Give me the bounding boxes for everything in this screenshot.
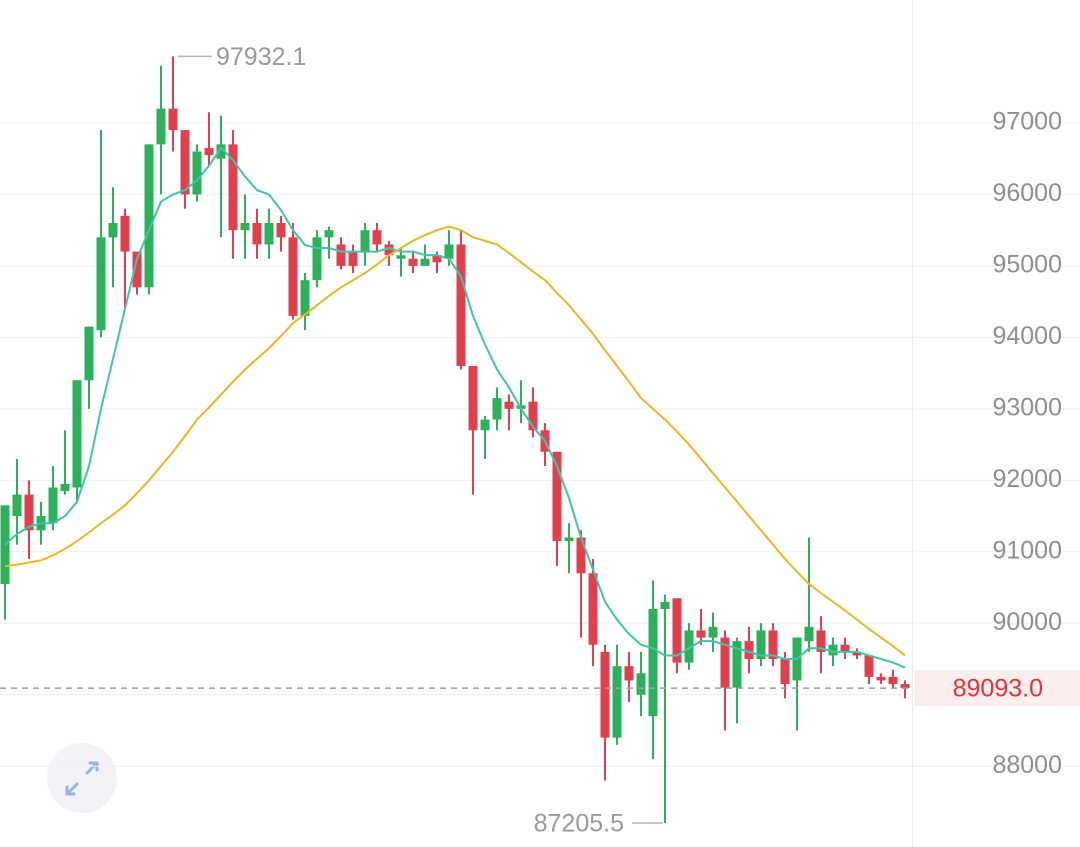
candle-body [816, 630, 826, 652]
y-tick-label: 95000 [992, 251, 1062, 279]
candle-body [804, 626, 814, 642]
candle-body [420, 258, 430, 266]
candle-body [492, 398, 502, 420]
candle-body [852, 651, 862, 656]
candle-body [108, 223, 118, 238]
candle-body [168, 108, 178, 131]
candle-body [324, 230, 334, 238]
candle-body [552, 451, 562, 542]
candle-body [576, 537, 586, 574]
candle-body [60, 483, 70, 492]
candle-body [12, 494, 22, 517]
moving-average-line [4, 225, 906, 657]
candle-body [84, 326, 94, 381]
candle-body [648, 608, 658, 717]
candle-body [240, 223, 250, 231]
candle-body [336, 244, 346, 266]
y-tick-label: 94000 [992, 322, 1062, 350]
candle-body [588, 573, 598, 645]
y-tick-label: 96000 [992, 179, 1062, 207]
candle-body [408, 258, 418, 266]
expand-button-bg[interactable] [47, 743, 117, 813]
candle-body [264, 223, 274, 245]
candle-body [732, 641, 742, 688]
y-tick-label: 93000 [992, 393, 1062, 421]
candle-body [276, 223, 286, 238]
candle-body [312, 237, 322, 281]
candle-body [156, 108, 166, 145]
candle-body [180, 130, 190, 195]
candle-body [684, 630, 694, 663]
candle-body [600, 651, 610, 738]
candle-body [72, 380, 82, 488]
candle-body [660, 601, 670, 609]
candle-body [252, 223, 262, 245]
y-tick-label: 90000 [992, 608, 1062, 636]
candle-body [216, 144, 226, 159]
candle-body [528, 401, 538, 431]
candle-body [300, 280, 310, 316]
y-tick-label: 92000 [992, 465, 1062, 493]
candle-body [144, 144, 154, 288]
candle-body [864, 655, 874, 677]
candle-body [360, 230, 370, 252]
candle-body [0, 505, 10, 584]
moving-average-line [4, 146, 906, 669]
candle-body [876, 676, 886, 681]
current-price-box [914, 670, 1080, 707]
candle-body [624, 666, 634, 681]
candle-body [504, 401, 514, 409]
candle-body [132, 251, 142, 288]
candle-body [48, 487, 58, 524]
candle-body [612, 666, 622, 738]
candle-body [24, 494, 34, 531]
candle-body [768, 630, 778, 660]
candle-body [120, 215, 130, 252]
candle-body [444, 244, 454, 259]
expand-button[interactable] [47, 743, 117, 813]
candle-body [396, 255, 406, 259]
candle-body [372, 230, 382, 245]
max-price-label: 97932.1 [216, 43, 306, 71]
candle-body [432, 255, 442, 263]
candle-body [744, 641, 754, 660]
candle-body [696, 630, 706, 638]
min-price-label: 87205.5 [534, 810, 624, 838]
candle-body [720, 637, 730, 688]
candle-body [672, 598, 682, 663]
current-price-label: 89093.0 [953, 675, 1043, 703]
y-tick-label: 88000 [992, 751, 1062, 779]
candle-body [468, 365, 478, 431]
candle-body [780, 659, 790, 685]
candle-body [480, 419, 490, 431]
candle-body [192, 151, 202, 195]
candle-body [636, 673, 646, 695]
y-tick-label: 97000 [992, 108, 1062, 136]
candle-body [96, 237, 106, 331]
y-tick-label: 91000 [992, 536, 1062, 564]
candle-body [564, 537, 574, 542]
candle-body [348, 251, 358, 266]
candle-body [900, 684, 910, 689]
candle-body [384, 244, 394, 256]
expand-icon[interactable] [65, 761, 99, 796]
candle-body [456, 244, 466, 366]
candle-body [888, 676, 898, 685]
candle-body [204, 147, 214, 156]
candle-body [228, 144, 238, 231]
candle-body [708, 626, 718, 638]
candle-body [840, 644, 850, 652]
candle-body [828, 644, 838, 656]
candle-body [756, 630, 766, 660]
candle-body [288, 237, 298, 316]
